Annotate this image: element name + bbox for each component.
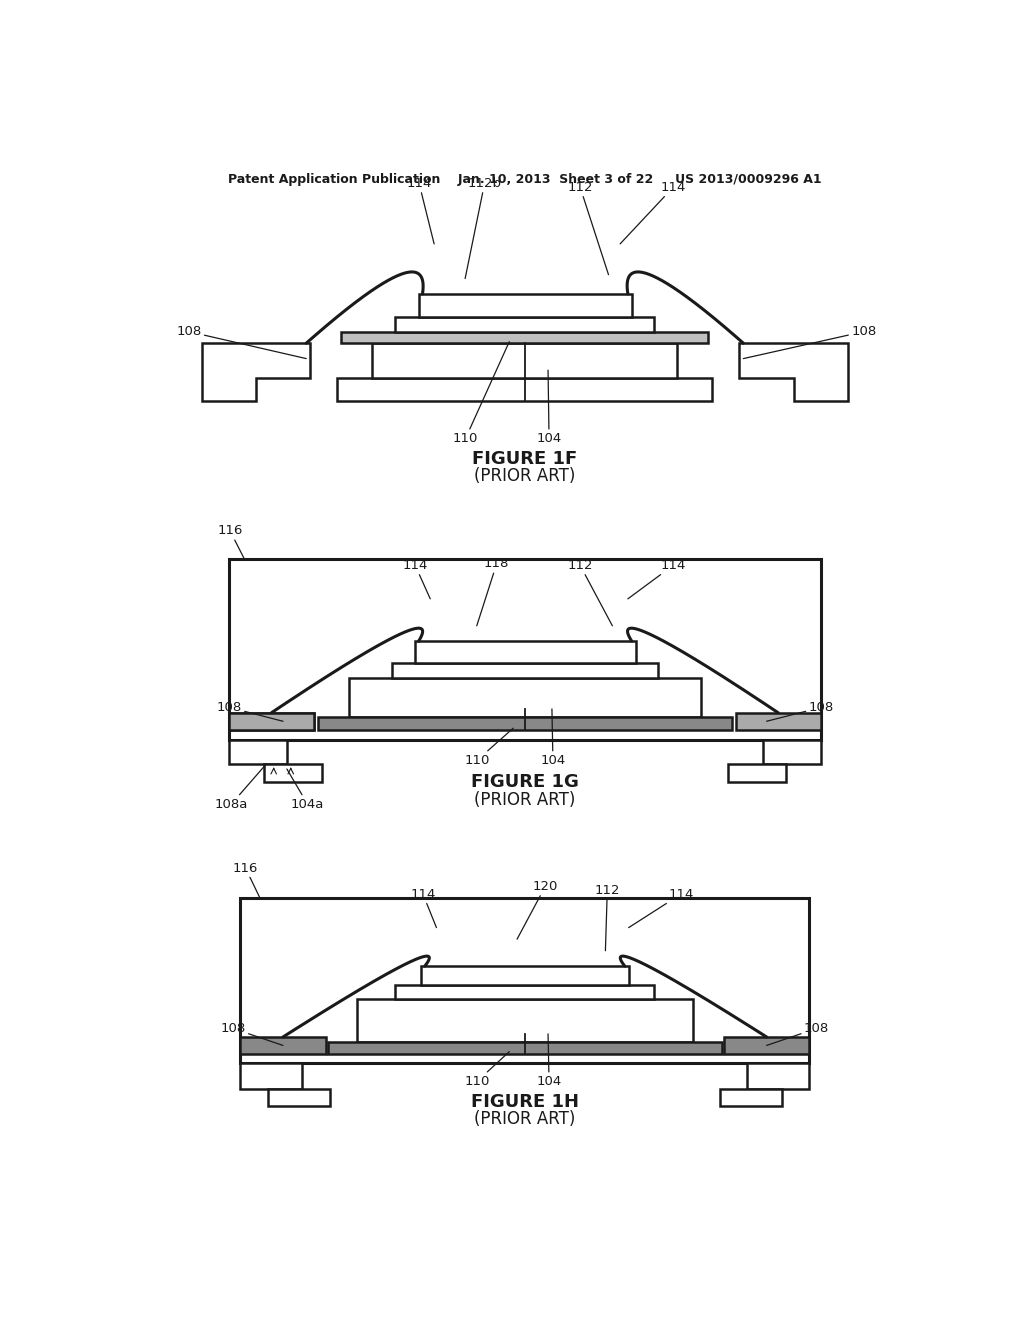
Text: 112: 112 xyxy=(567,181,608,275)
Text: Patent Application Publication    Jan. 10, 2013  Sheet 3 of 22     US 2013/00092: Patent Application Publication Jan. 10, … xyxy=(228,173,821,186)
Text: FIGURE 1G: FIGURE 1G xyxy=(471,774,579,791)
Text: 114: 114 xyxy=(621,181,686,244)
Bar xyxy=(263,764,322,781)
Bar xyxy=(349,678,700,717)
Bar xyxy=(724,1038,809,1053)
Text: 108: 108 xyxy=(176,325,306,359)
Text: 112: 112 xyxy=(595,884,621,950)
Text: 104: 104 xyxy=(537,370,562,445)
Text: 108: 108 xyxy=(743,325,877,359)
Bar xyxy=(391,663,658,678)
Bar xyxy=(228,713,314,730)
Text: FIGURE 1F: FIGURE 1F xyxy=(472,450,578,467)
Text: 108a: 108a xyxy=(215,764,266,810)
Text: 114: 114 xyxy=(411,887,436,928)
Text: 120: 120 xyxy=(517,880,558,940)
Bar xyxy=(728,764,786,781)
Text: 108: 108 xyxy=(217,701,283,721)
Bar xyxy=(267,1089,330,1106)
Text: 116: 116 xyxy=(232,862,260,898)
Bar xyxy=(228,739,287,764)
Bar xyxy=(356,999,693,1041)
Text: 108: 108 xyxy=(220,1022,283,1045)
Bar xyxy=(241,1038,326,1053)
Text: 112: 112 xyxy=(567,558,612,626)
Text: 110: 110 xyxy=(465,729,513,767)
Text: 104: 104 xyxy=(537,1034,562,1088)
Text: 104: 104 xyxy=(541,709,565,767)
Bar xyxy=(735,713,821,730)
Text: 110: 110 xyxy=(465,1052,509,1088)
Bar xyxy=(241,1063,302,1089)
Text: (PRIOR ART): (PRIOR ART) xyxy=(474,1110,575,1129)
Text: 110: 110 xyxy=(453,342,509,445)
Bar xyxy=(763,739,821,764)
Polygon shape xyxy=(202,343,310,401)
Text: (PRIOR ART): (PRIOR ART) xyxy=(474,467,575,486)
Text: 104a: 104a xyxy=(287,770,325,810)
Text: FIGURE 1H: FIGURE 1H xyxy=(471,1093,579,1110)
Text: 116: 116 xyxy=(217,524,245,558)
Bar xyxy=(328,1041,722,1053)
Text: 114: 114 xyxy=(628,558,686,599)
Bar xyxy=(415,642,636,663)
Text: 114: 114 xyxy=(407,177,434,244)
Bar xyxy=(241,898,809,1063)
Text: 108: 108 xyxy=(767,1022,829,1045)
Text: 118: 118 xyxy=(477,557,509,626)
Bar xyxy=(720,1089,782,1106)
Bar xyxy=(748,1063,809,1089)
Text: 112b: 112b xyxy=(465,177,502,279)
Bar xyxy=(228,558,821,739)
Bar xyxy=(395,317,654,333)
Bar xyxy=(421,966,629,985)
Bar xyxy=(372,343,678,378)
Text: 114: 114 xyxy=(402,558,430,599)
Bar xyxy=(419,294,632,317)
Bar xyxy=(228,713,314,730)
Bar xyxy=(341,333,709,343)
Bar xyxy=(317,717,732,730)
Bar xyxy=(337,378,713,401)
Polygon shape xyxy=(739,343,848,401)
Bar xyxy=(395,985,654,999)
Text: 108: 108 xyxy=(767,701,834,721)
Text: (PRIOR ART): (PRIOR ART) xyxy=(474,791,575,809)
Text: 114: 114 xyxy=(629,887,693,928)
